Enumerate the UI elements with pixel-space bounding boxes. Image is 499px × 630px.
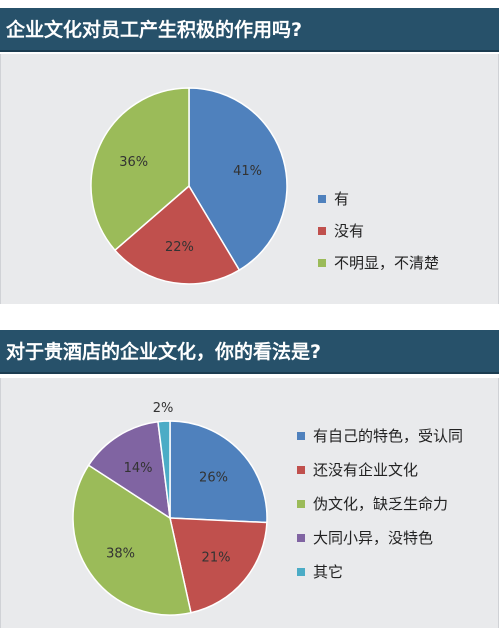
pie-0-slice-2 — [90, 87, 190, 252]
pie-0-label-1: 22% — [165, 240, 194, 255]
chart-title-1: 企业文化对员工产生积极的作用吗? — [0, 8, 499, 52]
legend-1-swatch-3 — [297, 534, 305, 542]
legend-1-item-3: 大同小异，没特色 — [313, 529, 433, 547]
legend-0-item-0: 有 — [334, 190, 349, 208]
pie-0-slice-0 — [188, 87, 288, 272]
chart-panel-1: 企业文化对员工产生积极的作用吗? 41% 22% 36% 有没有不明显，不清楚 — [0, 0, 499, 305]
legend-1-swatch-4 — [297, 568, 305, 576]
legend-1-item-4: 其它 — [313, 563, 343, 581]
legend-0-swatch-0 — [318, 195, 326, 203]
legend-1-swatch-0 — [297, 432, 305, 440]
pie-0-label-0: 41% — [233, 164, 262, 179]
pie-chart-2: 26% 21% 38% 14% 2% 有自己的特色，受认同还没有企业文化伪文化，缺乏生命力… — [72, 401, 463, 616]
pie-1-slice-4 — [157, 420, 171, 519]
pie-0-slice-1 — [113, 184, 241, 285]
chart-title-2: 对于贵酒店的企业文化，你的看法是? — [0, 330, 499, 374]
chart-panel-2: 对于贵酒店的企业文化，你的看法是? 26% 21% 38% 14% 2% 有自己的特色，受… — [0, 318, 499, 630]
pie-1-label-3: 14% — [124, 461, 153, 476]
legend-0-swatch-1 — [318, 227, 326, 235]
legend-0-item-2: 不明显，不清楚 — [334, 254, 439, 272]
pie-0-label-2: 36% — [119, 155, 148, 170]
pie-1-slice-1 — [169, 517, 268, 614]
legend-0-item-1: 没有 — [334, 222, 364, 240]
pie-1-label-2: 38% — [106, 546, 135, 561]
legend-1-item-2: 伪文化，缺乏生命力 — [313, 495, 448, 513]
pie-1-label-4: 2% — [153, 401, 174, 416]
legend-1-item-1: 还没有企业文化 — [313, 461, 418, 479]
pie-1-label-0: 26% — [199, 471, 228, 486]
legend-1-swatch-1 — [297, 466, 305, 474]
legend-1-swatch-2 — [297, 500, 305, 508]
pie-1-label-1: 21% — [202, 551, 231, 566]
pie-1-slice-3 — [87, 420, 171, 520]
pie-1-slice-0 — [169, 420, 268, 524]
pie-1-slice-2 — [72, 464, 192, 616]
legend-1-item-0: 有自己的特色，受认同 — [313, 427, 463, 445]
legend-0-swatch-2 — [318, 259, 326, 267]
